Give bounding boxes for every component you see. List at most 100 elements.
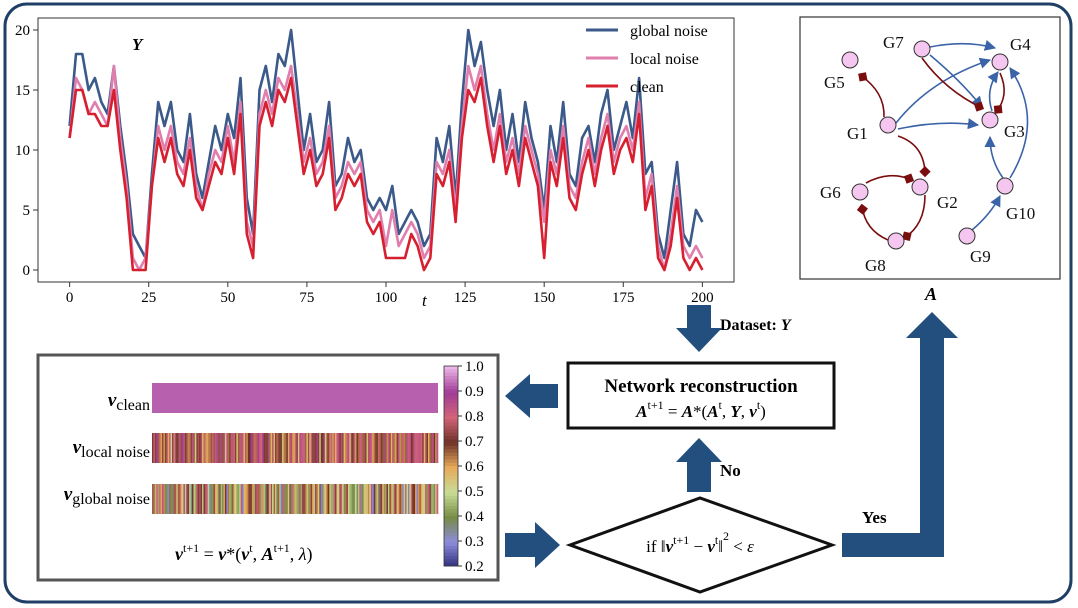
heatmap-cell xyxy=(172,433,174,463)
heatmap-cell xyxy=(193,484,196,514)
heatmap-cell xyxy=(197,433,200,463)
heatmap-cell xyxy=(430,484,433,514)
row-label-clean: vclean xyxy=(108,390,150,414)
heatmap-cell xyxy=(316,433,319,463)
heatmap-cell xyxy=(397,484,400,514)
heatmap-cell xyxy=(349,484,352,514)
colorbar-segment xyxy=(444,512,458,517)
heatmap-cell xyxy=(426,484,429,514)
heatmap-cell xyxy=(293,433,296,463)
heatmap-cell xyxy=(405,484,407,514)
heatmap-cell xyxy=(209,433,211,463)
colorbar-segment xyxy=(444,459,458,464)
colorbar-segment xyxy=(444,526,458,530)
heatmap-cell xyxy=(306,433,309,463)
heatmap-cell xyxy=(227,433,230,463)
heatmap-cell xyxy=(305,433,307,463)
heatmap-cell xyxy=(152,433,154,463)
heatmap-cell xyxy=(220,484,223,514)
heatmap-cell xyxy=(383,484,386,514)
heatmap-cell xyxy=(236,433,239,463)
heatmap-cell xyxy=(156,484,159,514)
heatmap-cell xyxy=(403,484,406,514)
heatmap-cell xyxy=(415,484,417,514)
heatmap-cell xyxy=(312,433,314,463)
heatmap-cell xyxy=(333,484,336,514)
heatmap-cell xyxy=(359,484,362,514)
heatmap-cell xyxy=(423,433,426,463)
legend-label-global-noise: global noise xyxy=(630,23,708,40)
legend-label-local-noise: local noise xyxy=(630,51,699,68)
heatmap-cell xyxy=(232,433,234,463)
heatmap-cell xyxy=(180,433,183,463)
heatmap-cell xyxy=(246,433,249,463)
heatmap-cell xyxy=(217,484,220,514)
heatmap-cell xyxy=(247,433,250,463)
heatmap-cell xyxy=(252,484,254,514)
heatmap-cell xyxy=(157,484,160,514)
colorbar-segment xyxy=(444,509,458,514)
heatmap-cell xyxy=(420,433,423,463)
heatmap-cell xyxy=(406,484,409,514)
heatmap-cell xyxy=(389,433,392,463)
heatmap-cell xyxy=(280,484,283,514)
heatmap-cell xyxy=(289,433,292,463)
colorbar-tick-label: 0.7 xyxy=(465,434,484,450)
heatmap-cell xyxy=(160,433,163,463)
heatmap-cell xyxy=(395,433,397,463)
heatmap-cell xyxy=(350,433,353,463)
heatmap-cell xyxy=(313,433,316,463)
heatmap-cell xyxy=(284,484,287,514)
heatmap-cell xyxy=(379,433,382,463)
edge-g6-g2 xyxy=(865,173,915,184)
heatmap-cell xyxy=(355,433,357,463)
heatmap-cell xyxy=(222,433,224,463)
colorbar-segment xyxy=(444,429,458,434)
heatmap-cell xyxy=(177,433,180,463)
colorbar-segment xyxy=(444,456,458,460)
heatmap-cell xyxy=(170,433,173,463)
heatmap-cell xyxy=(386,484,389,514)
colorbar-segment xyxy=(444,389,458,394)
heatmap-cell xyxy=(290,484,293,514)
y-tick-label: 20 xyxy=(15,23,30,39)
node-label-g9: G9 xyxy=(970,247,991,266)
node-label-g8: G8 xyxy=(865,256,886,275)
colorbar-segment xyxy=(444,466,458,470)
colorbar-tick-label: 0.6 xyxy=(465,459,484,475)
heatmap-cell xyxy=(237,433,240,463)
heatmap-cell xyxy=(356,433,359,463)
heatmap-cell xyxy=(347,433,350,463)
heatmap-cell xyxy=(302,484,304,514)
colorbar-segment xyxy=(444,502,458,507)
to-weights-arrow xyxy=(505,374,558,418)
heatmap-cell xyxy=(339,433,342,463)
heatmap-cell xyxy=(350,484,353,514)
heatmap-cell xyxy=(343,484,346,514)
colorbar-segment xyxy=(444,372,458,377)
heatmap-cell xyxy=(243,433,246,463)
heatmap-cell xyxy=(219,484,221,514)
heatmap-cell xyxy=(429,484,432,514)
heatmap-cell xyxy=(249,484,251,514)
colorbar-segment xyxy=(444,366,458,370)
colorbar-segment xyxy=(444,409,458,414)
heatmap-cell xyxy=(302,433,304,463)
heatmap-cell xyxy=(262,484,264,514)
edge-g1-g5 xyxy=(858,72,885,118)
dataset-label: Dataset: Y xyxy=(720,317,792,334)
heatmap-cell xyxy=(300,433,303,463)
heatmap-cell xyxy=(260,484,263,514)
heatmap-cell xyxy=(313,484,316,514)
heatmap-cell xyxy=(194,484,197,514)
heatmap-cell xyxy=(240,433,243,463)
heatmap-cell xyxy=(292,484,294,514)
heatmap-cell xyxy=(190,433,193,463)
colorbar-segment xyxy=(444,386,458,390)
heatmap-cell xyxy=(233,433,236,463)
heatmap-cell xyxy=(296,484,299,514)
heatmap-cell xyxy=(212,484,214,514)
heatmap-cell xyxy=(153,433,156,463)
heatmap-cell xyxy=(290,433,293,463)
heatmap-cell xyxy=(182,433,184,463)
